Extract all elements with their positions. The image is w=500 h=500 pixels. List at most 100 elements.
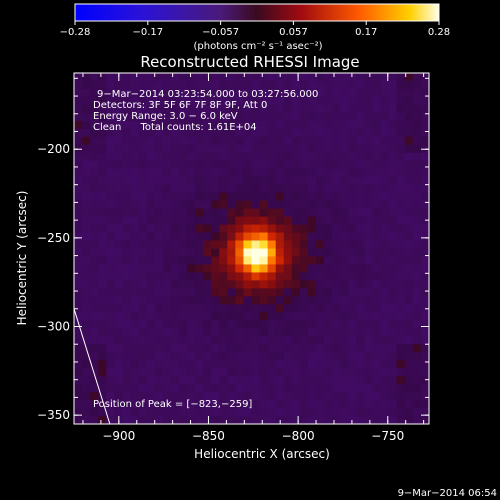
heatmap-cell (267, 312, 277, 321)
heatmap-cell (90, 88, 99, 98)
heatmap-cell (195, 344, 204, 353)
heatmap-cell (146, 184, 156, 194)
heatmap-cell (138, 280, 148, 289)
heatmap-cell (267, 208, 277, 218)
heatmap-cell (251, 144, 261, 154)
heatmap-cell (243, 240, 253, 250)
heatmap-cell (219, 208, 228, 218)
heatmap-cell (420, 232, 429, 242)
heatmap-cell (130, 288, 140, 297)
heatmap-cell (364, 192, 374, 202)
heatmap-cell (243, 184, 253, 194)
heatmap-cell (227, 224, 236, 234)
heatmap-cell (364, 104, 374, 114)
heatmap-cell (251, 120, 261, 130)
heatmap-cell (243, 320, 253, 329)
heatmap-cell (138, 312, 148, 321)
heatmap-cell (259, 392, 269, 401)
heatmap-cell (299, 312, 309, 321)
heatmap-cell (90, 200, 99, 210)
heatmap-cell (122, 96, 132, 106)
heatmap-cell (146, 344, 156, 353)
heatmap-cell (388, 128, 398, 138)
colorbar-ticks (74, 21, 440, 25)
heatmap-cell (82, 376, 91, 385)
heatmap-cell (412, 264, 422, 274)
heatmap-cell (219, 216, 228, 226)
heatmap-cell (307, 176, 317, 186)
heatmap-cell (404, 264, 414, 274)
heatmap-cell (356, 400, 366, 409)
heatmap-cell (74, 88, 83, 98)
heatmap-cell (170, 96, 180, 106)
heatmap-cell (82, 312, 91, 321)
annotation-energy-range: Energy Range: 3.0 − 6.0 keV (93, 111, 238, 122)
heatmap-cell (259, 400, 269, 409)
heatmap-cell (299, 344, 309, 353)
heatmap-cell (154, 392, 164, 401)
heatmap-cell (380, 200, 390, 210)
heatmap-cell (259, 208, 269, 218)
heatmap-cell (211, 112, 220, 122)
heatmap-cell (203, 232, 212, 242)
heatmap-cell (146, 144, 156, 154)
heatmap-cell (340, 168, 349, 178)
heatmap-cell (348, 360, 357, 369)
heatmap-cell (372, 208, 382, 218)
heatmap-cell (340, 280, 349, 289)
heatmap-cell (316, 176, 325, 186)
heatmap-cell (106, 96, 115, 106)
heatmap-cell (154, 88, 164, 98)
heatmap-cell (251, 280, 261, 289)
heatmap-cell (299, 216, 309, 226)
heatmap-cell (219, 392, 228, 401)
heatmap-cell (283, 112, 293, 122)
heatmap-cell (283, 248, 293, 258)
heatmap-cell (162, 88, 172, 98)
heatmap-cell (388, 288, 398, 297)
heatmap-cell (340, 336, 349, 345)
heatmap-cell (404, 192, 414, 202)
heatmap-cell (235, 408, 245, 417)
heatmap-cell (195, 320, 204, 329)
heatmap-cell (146, 368, 156, 377)
heatmap-cell (74, 416, 83, 424)
heatmap-cell (227, 80, 236, 90)
heatmap-cell (324, 73, 333, 82)
heatmap-cell (420, 176, 429, 186)
x-ticks: −900 −850 −800 −750 (82, 73, 425, 443)
heatmap-cell (299, 352, 309, 361)
heatmap-cell (162, 168, 172, 178)
heatmap-cell (114, 184, 124, 194)
heatmap-cell (219, 176, 228, 186)
heatmap-cell (219, 328, 228, 337)
heatmap-cell (154, 408, 164, 417)
heatmap-cell (275, 288, 285, 297)
colorbar-tick-label: −0.17 (132, 27, 163, 38)
heatmap-cell (203, 192, 212, 202)
heatmap-cell (251, 352, 261, 361)
heatmap-cell (98, 208, 107, 218)
heatmap-cell (259, 360, 269, 369)
heatmap-cell (364, 80, 374, 90)
heatmap-cell (356, 248, 366, 258)
heatmap-cell (219, 288, 228, 297)
heatmap-cell (154, 80, 164, 90)
heatmap-cell (283, 120, 293, 130)
heatmap-cell (283, 88, 293, 98)
heatmap-cell (211, 256, 220, 266)
heatmap-cell (227, 288, 236, 297)
heatmap-cell (324, 400, 333, 409)
heatmap-cell (299, 184, 309, 194)
heatmap-cell (122, 88, 132, 98)
heatmap-cell (82, 184, 91, 194)
heatmap-cell (146, 232, 156, 242)
heatmap-cell (186, 264, 196, 274)
heatmap-cell (203, 168, 212, 178)
heatmap-cell (299, 416, 309, 424)
heatmap-cell (195, 400, 204, 409)
heatmap-cell (420, 296, 429, 305)
heatmap-cell (146, 400, 156, 409)
heatmap-cell (74, 232, 83, 242)
heatmap-cell (396, 392, 406, 401)
